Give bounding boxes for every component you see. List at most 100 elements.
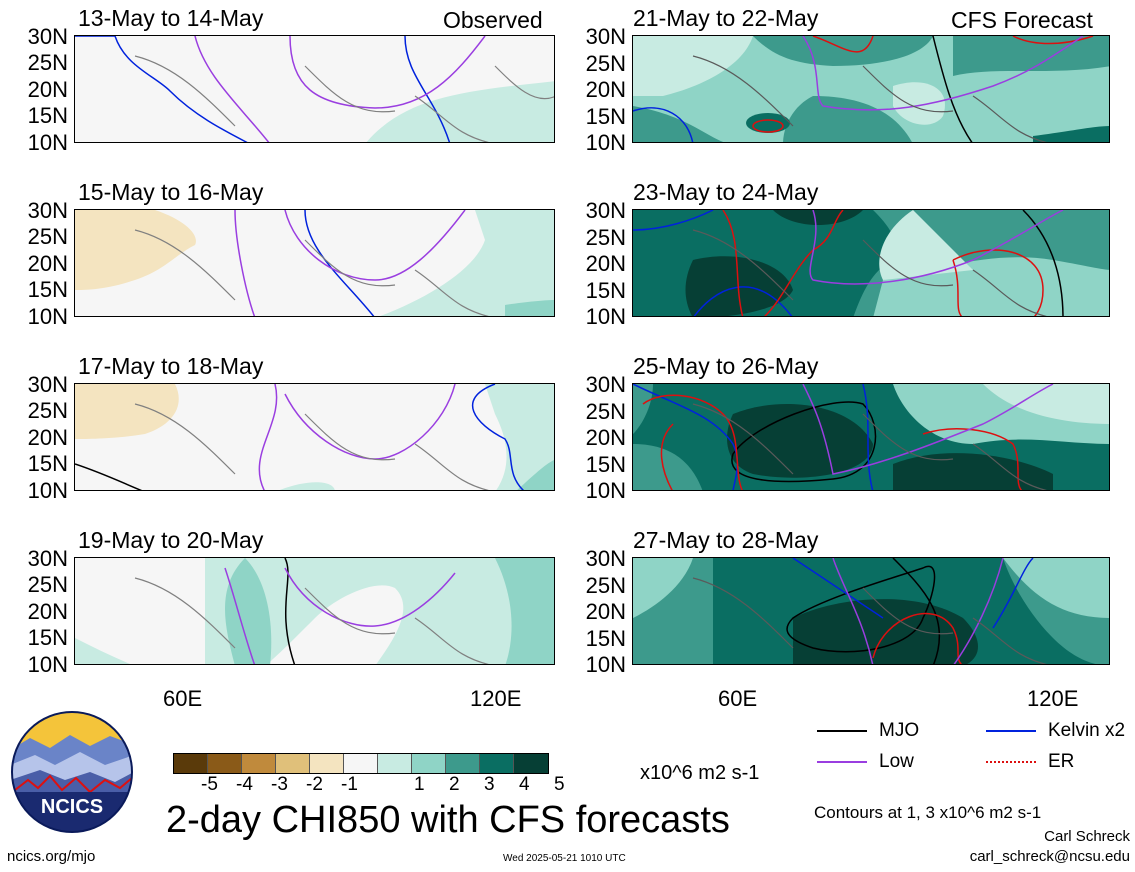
- lat-label: 15N: [585, 452, 626, 477]
- panel-title: 23-May to 24-May: [633, 179, 819, 205]
- lat-label: 20N: [585, 77, 626, 102]
- panel-title: 13-May to 14-May: [78, 5, 264, 31]
- map-observed-1: [74, 35, 555, 143]
- legend-mjo: MJO: [817, 720, 919, 742]
- lon-label: 120E: [1027, 686, 1079, 711]
- lat-label: 15N: [585, 104, 626, 129]
- legend-label: Low: [879, 751, 914, 772]
- lat-label: 30N: [27, 546, 68, 571]
- legend-label: ER: [1048, 751, 1075, 772]
- lat-label: 15N: [585, 278, 626, 303]
- ncics-logo: NCICS: [10, 710, 134, 834]
- legend-swatch-mjo: [817, 730, 867, 732]
- lat-label: 20N: [585, 251, 626, 276]
- colorbar-swatch: [514, 754, 548, 773]
- legend-kelvin: Kelvin x2: [986, 720, 1125, 742]
- colorbar-tick: 4: [519, 774, 530, 795]
- colorbar-tick: -1: [341, 774, 358, 795]
- colorbar-swatch: [344, 754, 378, 773]
- colorbar-swatch: [446, 754, 480, 773]
- colorbar-swatch: [480, 754, 514, 773]
- lat-label: 30N: [27, 372, 68, 397]
- map-forecast-1: [632, 35, 1110, 143]
- colorbar-tick: 3: [484, 774, 495, 795]
- lat-label: 20N: [27, 77, 68, 102]
- colorbar-swatch: [174, 754, 208, 773]
- lat-label: 25N: [27, 572, 68, 597]
- lat-label: 15N: [27, 625, 68, 650]
- panel-title: 21-May to 22-May: [633, 5, 819, 31]
- panel-title: 25-May to 26-May: [633, 353, 819, 379]
- author-name: Carl Schreck: [1044, 828, 1130, 845]
- lat-label: 20N: [27, 599, 68, 624]
- panel-title: 17-May to 18-May: [78, 353, 264, 379]
- legend-label: Kelvin x2: [1048, 720, 1126, 741]
- legend-er: ER: [986, 751, 1074, 773]
- colorbar-unit: x10^6 m2 s-1: [640, 762, 760, 784]
- panel-title: 27-May to 28-May: [633, 527, 819, 553]
- lat-label: 25N: [585, 399, 626, 424]
- legend-low: Low: [817, 751, 914, 773]
- lat-label: 20N: [27, 251, 68, 276]
- lat-label: 10N: [27, 652, 68, 677]
- colorbar-tick: -2: [306, 774, 323, 795]
- lat-label: 30N: [585, 372, 626, 397]
- lat-label: 10N: [585, 130, 626, 155]
- panel-title: 19-May to 20-May: [78, 527, 264, 553]
- lon-label: 60E: [718, 686, 758, 711]
- map-observed-4: [74, 557, 555, 665]
- colorbar-swatch: [310, 754, 344, 773]
- lat-label: 30N: [585, 198, 626, 223]
- lat-label: 20N: [27, 425, 68, 450]
- map-observed-2: [74, 209, 555, 317]
- map-forecast-4: [632, 557, 1110, 665]
- lat-label: 10N: [27, 130, 68, 155]
- lon-label: 60E: [163, 686, 203, 711]
- lon-label: 120E: [470, 686, 522, 711]
- lat-label: 25N: [27, 50, 68, 75]
- lat-label: 15N: [585, 626, 626, 651]
- map-forecast-3: [632, 383, 1110, 491]
- lat-label: 10N: [585, 652, 626, 677]
- lat-label: 10N: [27, 478, 68, 503]
- legend-label: MJO: [879, 720, 920, 741]
- author-email[interactable]: carl_schreck@ncsu.edu: [969, 848, 1130, 865]
- site-link[interactable]: ncics.org/mjo: [7, 848, 96, 865]
- colorbar-tick: 1: [414, 774, 425, 795]
- legend-swatch-low: [817, 761, 867, 763]
- colorbar-swatch: [412, 754, 446, 773]
- lat-label: 20N: [585, 425, 626, 450]
- lat-label: 25N: [585, 573, 626, 598]
- panel-tag-observed: Observed: [443, 7, 543, 33]
- lat-label: 30N: [585, 546, 626, 571]
- colorbar-tick: 2: [449, 774, 460, 795]
- lat-label: 30N: [585, 24, 626, 49]
- logo-text: NCICS: [41, 796, 103, 818]
- lat-label: 15N: [27, 451, 68, 476]
- colorbar-swatch: [378, 754, 412, 773]
- lat-label: 30N: [27, 24, 68, 49]
- contour-note: Contours at 1, 3 x10^6 m2 s-1: [814, 803, 1042, 822]
- panel-tag-forecast: CFS Forecast: [951, 7, 1093, 33]
- lat-label: 15N: [27, 103, 68, 128]
- colorbar-tick: -5: [201, 774, 218, 795]
- colorbar-tick: -3: [271, 774, 288, 795]
- map-observed-3: [74, 383, 555, 491]
- timestamp: Wed 2025-05-21 1010 UTC: [503, 853, 626, 864]
- lat-label: 10N: [585, 478, 626, 503]
- colorbar-swatch: [208, 754, 242, 773]
- colorbar-tick: -4: [236, 774, 253, 795]
- colorbar-swatch: [242, 754, 276, 773]
- lat-label: 15N: [27, 277, 68, 302]
- lat-label: 25N: [27, 224, 68, 249]
- colorbar-swatch: [276, 754, 310, 773]
- lat-label: 10N: [585, 304, 626, 329]
- legend-swatch-er: [986, 761, 1036, 763]
- lat-label: 25N: [585, 225, 626, 250]
- lat-label: 10N: [27, 304, 68, 329]
- colorbar: [173, 753, 549, 774]
- colorbar-tick: 5: [554, 774, 565, 795]
- lat-label: 25N: [585, 51, 626, 76]
- lat-label: 20N: [585, 599, 626, 624]
- lat-label: 30N: [27, 198, 68, 223]
